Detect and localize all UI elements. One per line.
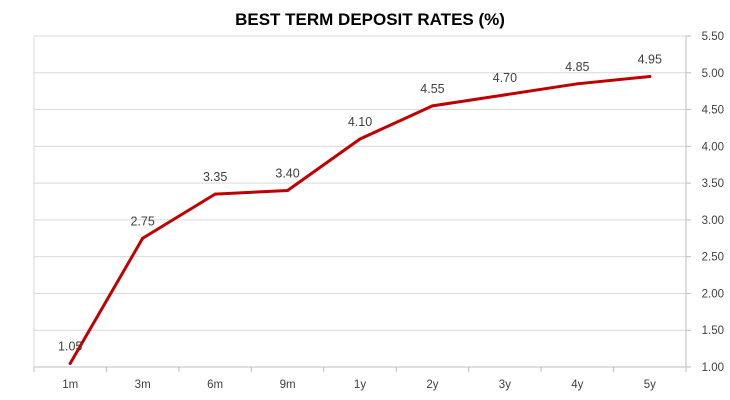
data-point — [286, 188, 290, 192]
data-label: 3.35 — [203, 170, 227, 184]
data-point — [213, 192, 217, 196]
data-label: 4.95 — [638, 52, 662, 66]
data-label: 1.05 — [58, 339, 82, 353]
y-tick-label: 1.50 — [702, 325, 724, 337]
y-tick-label: 3.50 — [702, 178, 724, 190]
data-labels: 1.05 2.75 3.35 3.40 4.10 4.55 4.70 4.85 4.95 — [58, 52, 662, 353]
x-tick-label: 4y — [571, 379, 583, 391]
axes — [33, 35, 691, 372]
y-axis-tick-labels: 1.00 1.50 2.00 2.50 3.00 3.50 4.00 4.50 5.00 5.50 — [702, 31, 724, 374]
x-tick-label: 1m — [62, 379, 78, 391]
y-tick-label: 4.00 — [702, 141, 724, 153]
chart-title: BEST TERM DEPOSIT RATES (%) — [235, 10, 505, 29]
data-point — [68, 361, 72, 365]
y-tick-label: 5.50 — [702, 31, 724, 43]
data-point — [503, 93, 507, 97]
data-point — [358, 137, 362, 141]
data-point — [575, 82, 579, 86]
x-tick-label: 3y — [499, 379, 511, 391]
y-tick-label: 5.00 — [702, 68, 724, 80]
data-label: 4.10 — [348, 115, 372, 129]
data-label: 2.75 — [130, 214, 154, 228]
data-label: 4.85 — [565, 60, 589, 74]
gridlines — [34, 35, 686, 331]
x-tick-label: 1y — [354, 379, 366, 391]
y-tick-label: 4.50 — [702, 105, 724, 117]
data-label: 4.70 — [493, 71, 517, 85]
x-tick-label: 2y — [426, 379, 438, 391]
x-tick-label: 5y — [644, 379, 656, 391]
data-label: 4.55 — [420, 82, 444, 96]
x-axis-tick-labels: 1m 3m 6m 9m 1y 2y 3y 4y 5y — [62, 379, 656, 391]
data-point — [648, 74, 652, 78]
y-tick-label: 1.00 — [702, 362, 724, 374]
data-point — [430, 104, 434, 108]
series — [68, 74, 652, 365]
x-tick-label: 3m — [135, 379, 151, 391]
y-tick-label: 2.50 — [702, 252, 724, 264]
data-label: 3.40 — [275, 166, 299, 180]
x-tick-label: 6m — [207, 379, 223, 391]
y-tick-label: 3.00 — [702, 215, 724, 227]
y-tick-label: 2.00 — [702, 288, 724, 300]
data-point — [141, 236, 145, 240]
x-tick-label: 9m — [280, 379, 296, 391]
